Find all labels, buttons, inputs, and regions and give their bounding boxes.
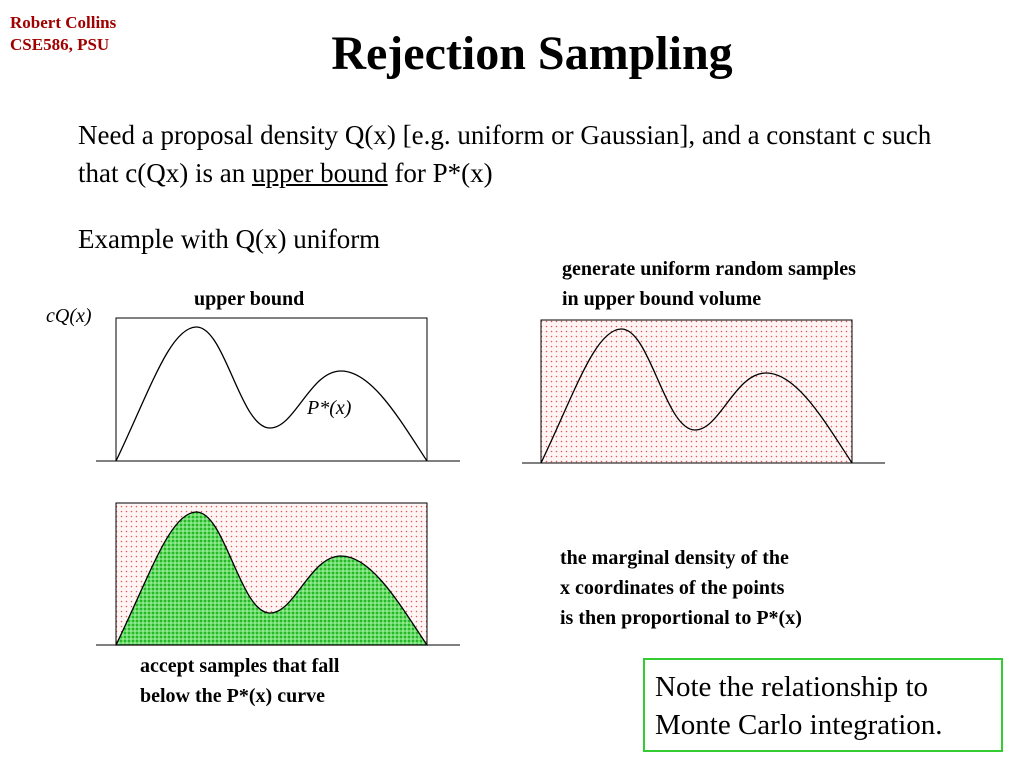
intro-underlined: upper bound: [251, 158, 388, 188]
intro-text-1: Need a proposal density Q(x) [e.g. unifo…: [78, 120, 932, 188]
example-heading: Example with Q(x) uniform: [78, 224, 381, 254]
marginal-line3: is then proportional to P*(x): [560, 607, 802, 629]
intro-text-2: for P*(x): [387, 158, 493, 188]
pstar-curve-label: P*(x): [307, 397, 352, 419]
uniform-caption-line2: in upper bound volume: [562, 288, 762, 310]
monte-carlo-note: Note the relationship to Monte Carlo int…: [643, 658, 1003, 752]
accept-samples-caption: accept samples that fall below the P*(x)…: [140, 651, 339, 711]
author-name: Robert Collins: [10, 13, 117, 32]
course-name: CSE586, PSU: [10, 35, 110, 54]
uniform-caption-line1: generate uniform random samples: [562, 258, 856, 280]
marginal-density-caption: the marginal density of the x coordinate…: [560, 543, 802, 633]
uniform-samples-caption: generate uniform random samples in upper…: [562, 254, 856, 314]
fig2-sample-box: [540, 319, 853, 464]
accept-caption-line1: accept samples that fall: [140, 655, 340, 677]
accept-caption-line2: below the P*(x) curve: [140, 685, 325, 707]
marginal-line2: x coordinates of the points: [560, 577, 785, 599]
figure-accepted-samples: [96, 502, 460, 646]
fig1-target-curve: [115, 326, 428, 462]
note-line1: Note the relationship to: [655, 671, 929, 703]
marginal-line1: the marginal density of the: [560, 547, 789, 569]
fig2-target-curve: [540, 328, 853, 464]
note-line2: Monte Carlo integration.: [655, 709, 943, 741]
fig1-bound-box: [115, 317, 428, 462]
figure-upper-bound: [96, 317, 460, 462]
upper-bound-label: upper bound: [194, 288, 305, 310]
cqx-axis-label: cQ(x): [46, 305, 92, 327]
author-credit: Robert Collins CSE586, PSU: [10, 12, 116, 56]
slide-title: Rejection Sampling: [331, 27, 733, 80]
figure-uniform-samples: [522, 319, 885, 464]
intro-paragraph: Need a proposal density Q(x) [e.g. unifo…: [78, 116, 978, 192]
fig3-accepted-region: [114, 511, 429, 646]
